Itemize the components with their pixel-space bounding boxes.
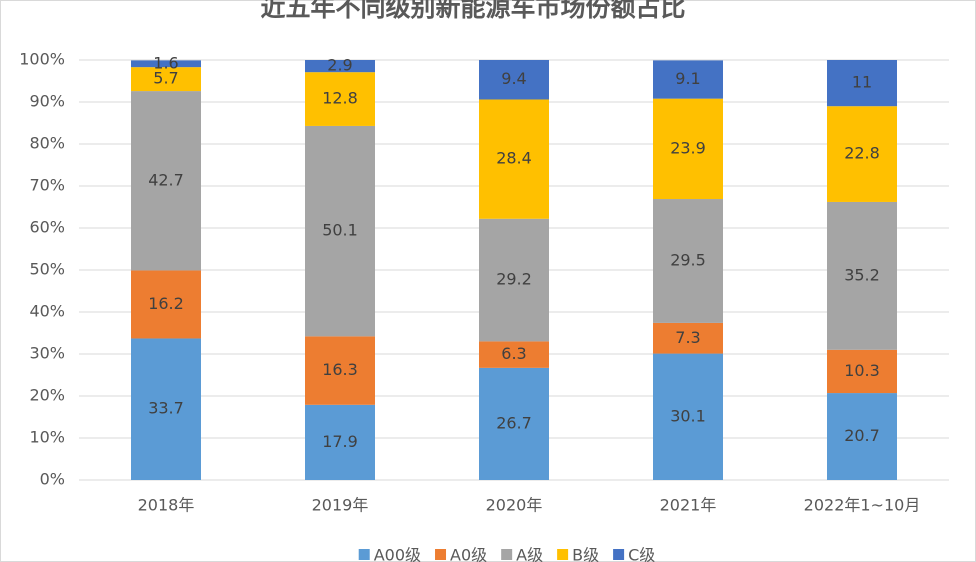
bar-segment <box>479 367 549 480</box>
data-label: 28.4 <box>496 149 532 168</box>
bar-segment <box>827 393 897 480</box>
bar-segment <box>479 218 549 342</box>
data-label: 30.1 <box>670 406 706 425</box>
y-tick-label: 90% <box>29 92 65 111</box>
bar-segment <box>827 106 897 202</box>
x-tick-label: 2020年 <box>486 496 543 515</box>
data-label: 1.6 <box>153 53 178 72</box>
x-tick-label: 2021年 <box>660 496 717 515</box>
data-label: 16.2 <box>148 294 184 313</box>
data-label: 2.9 <box>327 56 352 75</box>
y-tick-label: 30% <box>29 344 65 363</box>
bar-segment <box>653 60 723 99</box>
data-label: 22.8 <box>844 144 880 163</box>
bar-segment <box>305 60 375 73</box>
bar-segment <box>479 341 549 368</box>
bar-segment <box>131 60 201 68</box>
x-tick-label: 2019年 <box>312 496 369 515</box>
data-label: 23.9 <box>670 138 706 157</box>
bar-segment <box>653 353 723 480</box>
legend-label: B级 <box>572 546 599 562</box>
data-label: 9.1 <box>675 69 700 88</box>
legend-label: A0级 <box>450 546 487 562</box>
bar-segment <box>131 67 201 92</box>
data-label: 5.7 <box>153 69 178 88</box>
data-label: 42.7 <box>148 170 184 189</box>
bar-segment <box>653 199 723 323</box>
y-tick-label: 80% <box>29 134 65 153</box>
y-tick-label: 60% <box>29 218 65 237</box>
y-tick-label: 50% <box>29 260 65 279</box>
data-label: 12.8 <box>322 89 358 108</box>
data-label: 26.7 <box>496 413 532 432</box>
data-label: 29.2 <box>496 270 532 289</box>
data-label: 7.3 <box>675 328 700 347</box>
legend-swatch <box>557 549 569 560</box>
legend-label: A级 <box>516 546 543 562</box>
bar-segment <box>827 60 897 107</box>
legend-label: A00级 <box>374 546 421 562</box>
x-tick-label: 2018年 <box>138 496 195 515</box>
bar-segment <box>305 404 375 480</box>
bar-segment <box>305 125 375 337</box>
data-label: 20.7 <box>844 426 880 445</box>
chart-title: 近五年不同级别新能源车市场份额占比 <box>260 0 685 22</box>
y-tick-label: 70% <box>29 176 65 195</box>
y-tick-label: 100% <box>19 50 65 69</box>
y-tick-label: 0% <box>40 470 65 489</box>
data-label: 35.2 <box>844 265 880 284</box>
bar-segment <box>827 349 897 394</box>
data-label: 29.5 <box>670 250 706 269</box>
y-tick-label: 40% <box>29 302 65 321</box>
bar-segment <box>131 338 201 480</box>
bar-segment <box>131 91 201 271</box>
bar-segment <box>479 99 549 219</box>
bar-segment <box>653 98 723 200</box>
bar-segment <box>827 201 897 350</box>
bar-segment <box>305 336 375 405</box>
legend-swatch <box>501 549 513 560</box>
data-label: 10.3 <box>844 361 880 380</box>
bar-segment <box>305 72 375 126</box>
legend-swatch <box>358 549 370 560</box>
bar-segment <box>653 322 723 354</box>
legend-swatch <box>613 549 625 560</box>
data-label: 50.1 <box>322 221 358 240</box>
y-tick-label: 20% <box>29 386 65 405</box>
x-tick-label: 2022年1~10月 <box>804 496 921 515</box>
y-tick-label: 10% <box>29 428 65 447</box>
legend-swatch <box>435 549 447 560</box>
data-label: 11 <box>852 73 872 92</box>
data-label: 33.7 <box>148 399 184 418</box>
data-label: 17.9 <box>322 432 358 451</box>
bar-segment <box>479 60 549 100</box>
data-label: 6.3 <box>501 344 526 363</box>
data-label: 16.3 <box>322 360 358 379</box>
bar-segment <box>131 270 201 339</box>
data-label: 9.4 <box>501 69 526 88</box>
legend-label: C级 <box>628 546 655 562</box>
